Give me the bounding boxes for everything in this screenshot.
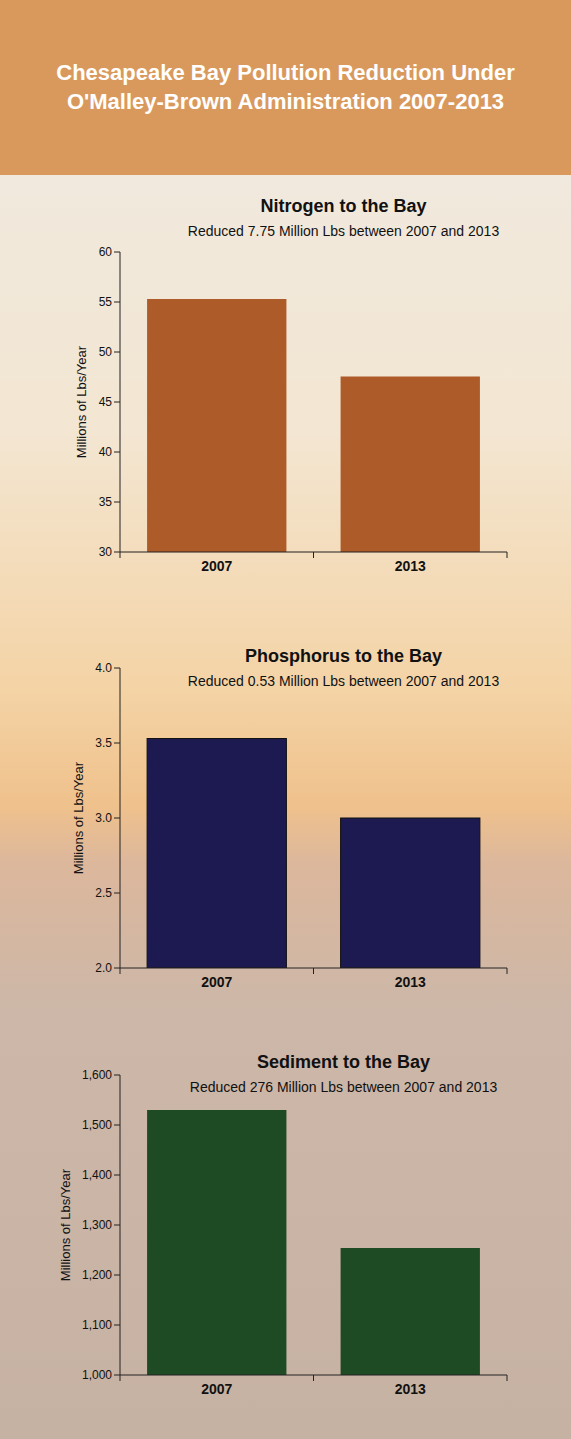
x-tick	[507, 1375, 508, 1381]
page-title: Chesapeake Bay Pollution Reduction Under…	[51, 59, 521, 116]
chart-title: Phosphorus to the Bay	[245, 646, 442, 666]
y-tick-label: 60	[99, 245, 113, 259]
y-axis-title: Millions of Lbs/Year	[74, 345, 89, 458]
chart-subtitle: Reduced 7.75 Million Lbs between 2007 an…	[188, 223, 500, 239]
bar	[147, 1110, 286, 1375]
y-tick	[114, 502, 120, 503]
y-tick	[114, 302, 120, 303]
y-tick-label: 1,600	[82, 1068, 112, 1082]
y-tick	[114, 668, 120, 669]
x-tick	[120, 552, 121, 558]
y-axis-title: Millions of Lbs/Year	[58, 1168, 73, 1281]
y-tick-label: 50	[99, 345, 113, 359]
x-tick	[120, 968, 121, 974]
chart-panel: Nitrogen to the Bay Reduced 7.75 Million …	[74, 196, 507, 574]
bars	[147, 739, 480, 969]
y-tick-label: 3.5	[95, 736, 112, 750]
y-tick-label: 55	[99, 295, 113, 309]
y-tick	[114, 1175, 120, 1176]
chart-panel: Sediment to the Bay Reduced 276 Million L…	[58, 1052, 507, 1397]
x-tick	[507, 968, 508, 974]
y-tick	[114, 1275, 120, 1276]
bars	[147, 1110, 480, 1375]
y-tick	[114, 452, 120, 453]
y-tick	[114, 968, 120, 969]
chart-canvas: Nitrogen to the Bay Reduced 7.75 Million …	[0, 0, 571, 1439]
x-tick	[313, 1375, 314, 1381]
x-tick-label: 2007	[201, 1381, 232, 1397]
y-tick-label: 1,400	[82, 1168, 112, 1182]
bars	[147, 299, 480, 552]
x-tick-label: 2007	[201, 974, 232, 990]
y-tick	[114, 743, 120, 744]
bar	[341, 818, 480, 968]
y-tick	[114, 402, 120, 403]
chart-panel: Phosphorus to the Bay Reduced 0.53 Millio…	[71, 646, 507, 990]
y-tick	[114, 893, 120, 894]
x-tick-label: 2013	[395, 1381, 426, 1397]
y-tick-label: 2.5	[95, 886, 112, 900]
y-tick-label: 1,200	[82, 1268, 112, 1282]
y-tick	[114, 818, 120, 819]
y-tick-label: 1,300	[82, 1218, 112, 1232]
chart-subtitle: Reduced 0.53 Million Lbs between 2007 an…	[188, 673, 500, 689]
bar	[147, 739, 286, 969]
x-tick-label: 2007	[201, 558, 232, 574]
y-tick-label: 4.0	[95, 661, 112, 675]
y-tick	[114, 552, 120, 553]
chart-title: Sediment to the Bay	[257, 1052, 430, 1072]
y-axis-title: Millions of Lbs/Year	[71, 761, 86, 874]
y-tick-label: 30	[99, 545, 113, 559]
x-tick	[313, 552, 314, 558]
x-tick	[120, 1375, 121, 1381]
chart-title: Nitrogen to the Bay	[260, 196, 426, 216]
y-tick	[114, 352, 120, 353]
chart-subtitle: Reduced 276 Million Lbs between 2007 and…	[190, 1079, 498, 1095]
bar	[341, 1248, 480, 1375]
background	[0, 0, 571, 1439]
y-tick	[114, 1125, 120, 1126]
y-tick	[114, 1225, 120, 1226]
y-tick-label: 2.0	[95, 961, 112, 975]
x-tick-label: 2013	[395, 974, 426, 990]
y-tick-label: 1,500	[82, 1118, 112, 1132]
y-tick-label: 45	[99, 395, 113, 409]
y-tick	[114, 1375, 120, 1376]
header-band: Chesapeake Bay Pollution Reduction Under…	[0, 0, 571, 175]
bar	[147, 299, 286, 552]
bar	[341, 377, 480, 553]
y-tick-label: 35	[99, 495, 113, 509]
y-tick	[114, 1325, 120, 1326]
y-tick-label: 1,000	[82, 1368, 112, 1382]
x-tick	[507, 552, 508, 558]
y-tick-label: 3.0	[95, 811, 112, 825]
y-tick-label: 40	[99, 445, 113, 459]
x-tick-label: 2013	[395, 558, 426, 574]
y-tick	[114, 1075, 120, 1076]
y-tick-label: 1,100	[82, 1318, 112, 1332]
x-tick	[313, 968, 314, 974]
y-tick	[114, 252, 120, 253]
